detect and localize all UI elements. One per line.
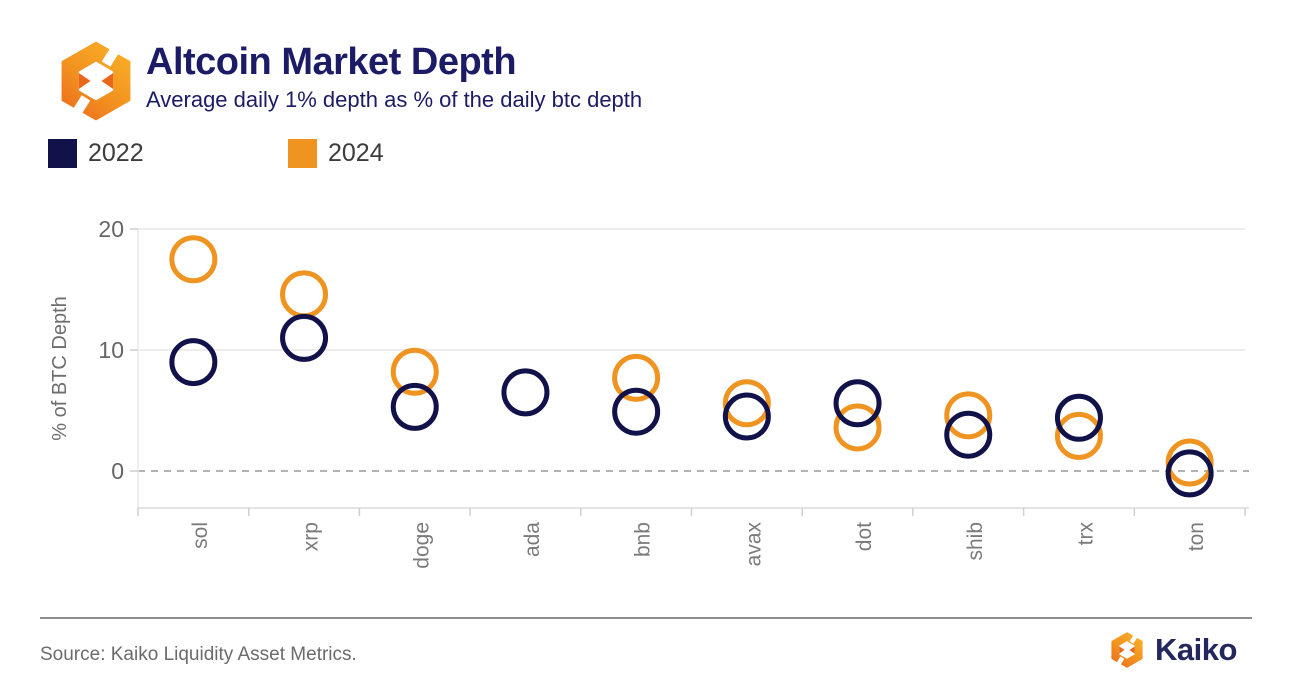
point-2022-shib <box>944 410 993 459</box>
y-tick-label: 10 <box>98 337 124 363</box>
point-2022-ton <box>1165 449 1214 498</box>
point-2022-sol <box>169 338 218 387</box>
point-2022-xrp <box>280 313 329 362</box>
legend-swatch-2022 <box>48 139 77 168</box>
point-2024-xrp <box>280 270 329 319</box>
point-2024-shib <box>944 391 993 440</box>
point-2024-doge <box>390 347 439 396</box>
legend-item-2024: 2024 <box>288 139 384 168</box>
point-2024-dot <box>833 403 882 452</box>
x-category-label: ton <box>1185 522 1208 551</box>
footer-divider <box>40 617 1252 619</box>
point-2022-bnb <box>612 387 661 436</box>
x-category-label: bnb <box>632 522 655 557</box>
y-tick-label: 20 <box>98 216 124 242</box>
point-2022-dot <box>833 379 882 428</box>
point-2024-bnb <box>612 353 661 402</box>
page-title: Altcoin Market Depth <box>146 41 517 83</box>
x-category-label: dot <box>853 522 876 551</box>
x-category-label: doge <box>410 522 433 569</box>
kaiko-footer-logo-icon <box>1111 631 1143 669</box>
point-2024-sol <box>169 235 218 284</box>
scatter-chart: 0 10 20 % of BTC Depth sol xrp doge ada bnb avax d… <box>49 216 1249 569</box>
x-category-label: avax <box>742 522 765 567</box>
point-2022-doge <box>390 382 439 431</box>
legend-swatch-2024 <box>288 139 317 168</box>
legend-label-2024: 2024 <box>328 139 384 167</box>
page-subtitle: Average daily 1% depth as % of the daily… <box>146 87 643 112</box>
source-text: Source: Kaiko Liquidity Asset Metrics. <box>40 644 357 665</box>
x-category-label: xrp <box>300 522 323 551</box>
legend-label-2022: 2022 <box>88 139 144 167</box>
x-category-label: sol <box>189 522 212 549</box>
kaiko-logo-icon <box>61 37 131 125</box>
kaiko-brand: Kaiko <box>1108 631 1237 669</box>
point-2024-trx <box>1054 411 1103 460</box>
y-tick-label: 0 <box>111 458 124 484</box>
kaiko-brand-name: Kaiko <box>1155 632 1237 667</box>
point-2022-trx <box>1054 393 1103 442</box>
legend-item-2022: 2022 <box>48 139 144 168</box>
x-category-label: trx <box>1074 522 1097 546</box>
point-2024-ton <box>1165 438 1214 487</box>
point-2022-ada <box>501 368 550 417</box>
x-category-label: shib <box>964 522 987 561</box>
y-axis-title: % of BTC Depth <box>49 296 71 441</box>
x-category-label: ada <box>521 522 544 557</box>
point-2024-avax <box>722 379 771 428</box>
point-2022-avax <box>722 392 771 441</box>
